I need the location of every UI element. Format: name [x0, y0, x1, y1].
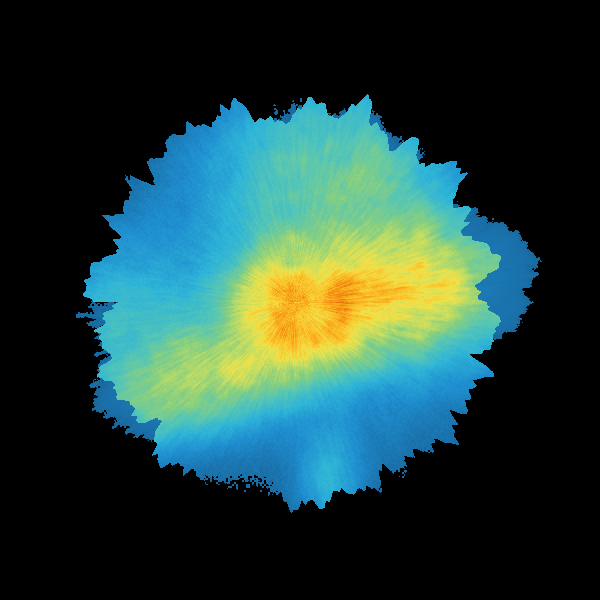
radar-figure [0, 0, 600, 600]
radar-reflectivity-heatmap [0, 0, 600, 600]
